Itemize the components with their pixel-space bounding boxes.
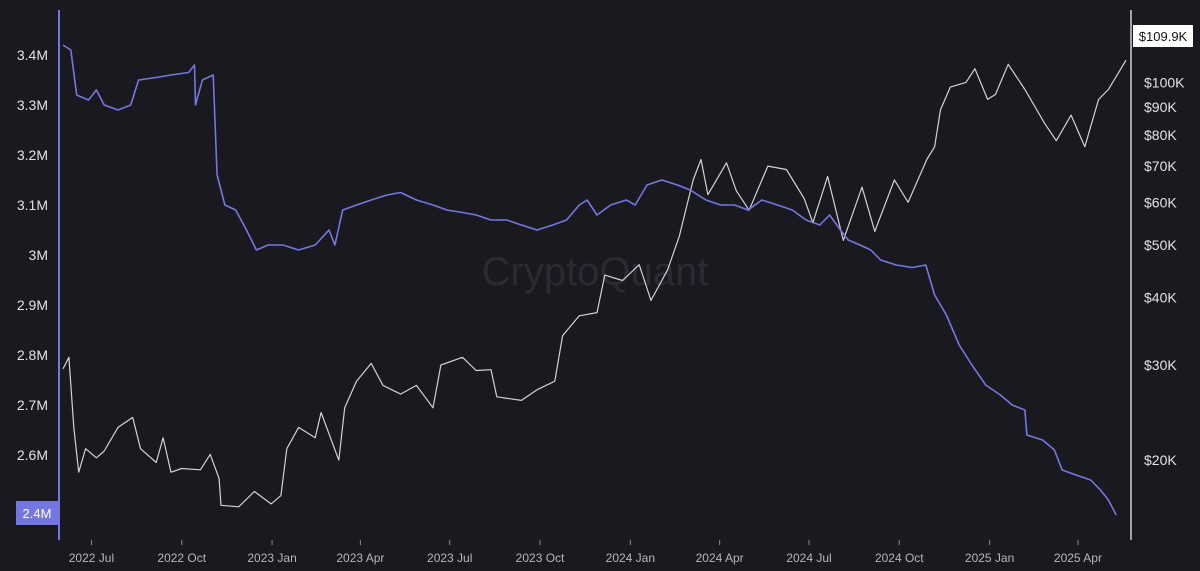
- x-tick-label: 2022 Jul: [69, 551, 114, 565]
- x-tick-label: 2025 Apr: [1054, 551, 1102, 565]
- x-tick-label: 2023 Jul: [427, 551, 472, 565]
- left-current-value-box: [16, 501, 58, 525]
- right-tick-label: $50K: [1144, 237, 1177, 253]
- left-tick-label: 3.4M: [17, 47, 48, 63]
- current-value-markers: 2.4M $109.9K: [16, 25, 1193, 525]
- right-axis-ticks: $100K $90K $80K $70K $60K $50K $40K $30K $20K: [1144, 74, 1185, 468]
- right-tick-label: $80K: [1144, 127, 1177, 143]
- left-tick-label: 3.2M: [17, 147, 48, 163]
- series-line-left-axis: [62, 44, 1117, 516]
- x-tick-label: 2025 Jan: [965, 551, 1014, 565]
- right-current-value-label: $109.9K: [1139, 29, 1188, 44]
- right-tick-label: $90K: [1144, 99, 1177, 115]
- left-tick-label: 2.6M: [17, 447, 48, 463]
- left-current-value-label: 2.4M: [23, 506, 52, 521]
- x-tick-label: 2023 Apr: [336, 551, 384, 565]
- right-tick-label: $30K: [1144, 357, 1177, 373]
- series-line-right-axis: [62, 59, 1127, 508]
- right-tick-label: $40K: [1144, 289, 1177, 305]
- right-tick-label: $70K: [1144, 158, 1177, 174]
- left-tick-label: 3.1M: [17, 197, 48, 213]
- left-tick-label: 2.8M: [17, 347, 48, 363]
- x-tick-label: 2022 Oct: [157, 551, 206, 565]
- left-axis-ticks: 3.4M 3.3M 3.2M 3.1M 3M 2.9M 2.8M 2.7M 2.6M: [17, 47, 48, 463]
- x-tick-label: 2023 Oct: [516, 551, 565, 565]
- left-tick-label: 2.7M: [17, 397, 48, 413]
- x-tick-label: 2024 Apr: [696, 551, 744, 565]
- right-tick-label: $20K: [1144, 452, 1177, 468]
- x-tick-label: 2024 Jul: [786, 551, 831, 565]
- x-tick-label: 2023 Jan: [247, 551, 296, 565]
- right-tick-label: $100K: [1144, 74, 1185, 90]
- left-tick-label: 3.3M: [17, 97, 48, 113]
- x-tick-label: 2024 Jan: [606, 551, 655, 565]
- left-tick-label: 3M: [29, 247, 48, 263]
- left-tick-label: 2.9M: [17, 297, 48, 313]
- x-tick-label: 2024 Oct: [875, 551, 924, 565]
- x-axis-ticks: 2022 Jul 2022 Oct 2023 Jan 2023 Apr 2023 Jul…: [69, 540, 1102, 565]
- series-layer: [62, 44, 1127, 516]
- watermark: CryptoQuant: [482, 250, 709, 294]
- right-tick-label: $60K: [1144, 194, 1177, 210]
- right-current-value-box: [1133, 25, 1193, 47]
